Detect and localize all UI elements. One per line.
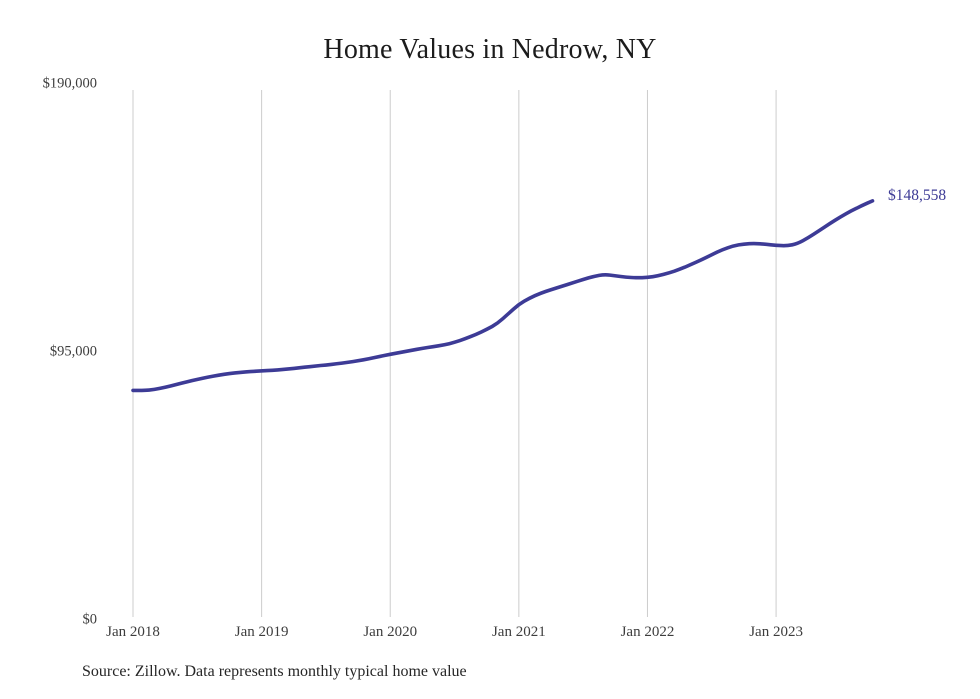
x-tick-label: Jan 2018: [106, 624, 160, 640]
chart-title: Home Values in Nedrow, NY: [323, 34, 657, 65]
x-tick-label: Jan 2022: [620, 624, 675, 640]
y-tick-label: $190,000: [42, 75, 97, 92]
source-note: Source: Zillow. Data represents monthly …: [82, 663, 467, 680]
x-tick-label: Jan 2019: [234, 624, 289, 640]
x-tick-label: Jan 2023: [749, 624, 803, 640]
home-value-line: [131, 199, 875, 393]
year-gridlines: [132, 90, 777, 617]
x-tick-label: Jan 2020: [363, 624, 418, 640]
x-tick-label: Jan 2021: [491, 624, 546, 640]
y-tick-label: $0: [82, 611, 98, 628]
y-tick-label: $95,000: [49, 343, 97, 360]
latest-value-label: $148,558: [888, 187, 947, 204]
